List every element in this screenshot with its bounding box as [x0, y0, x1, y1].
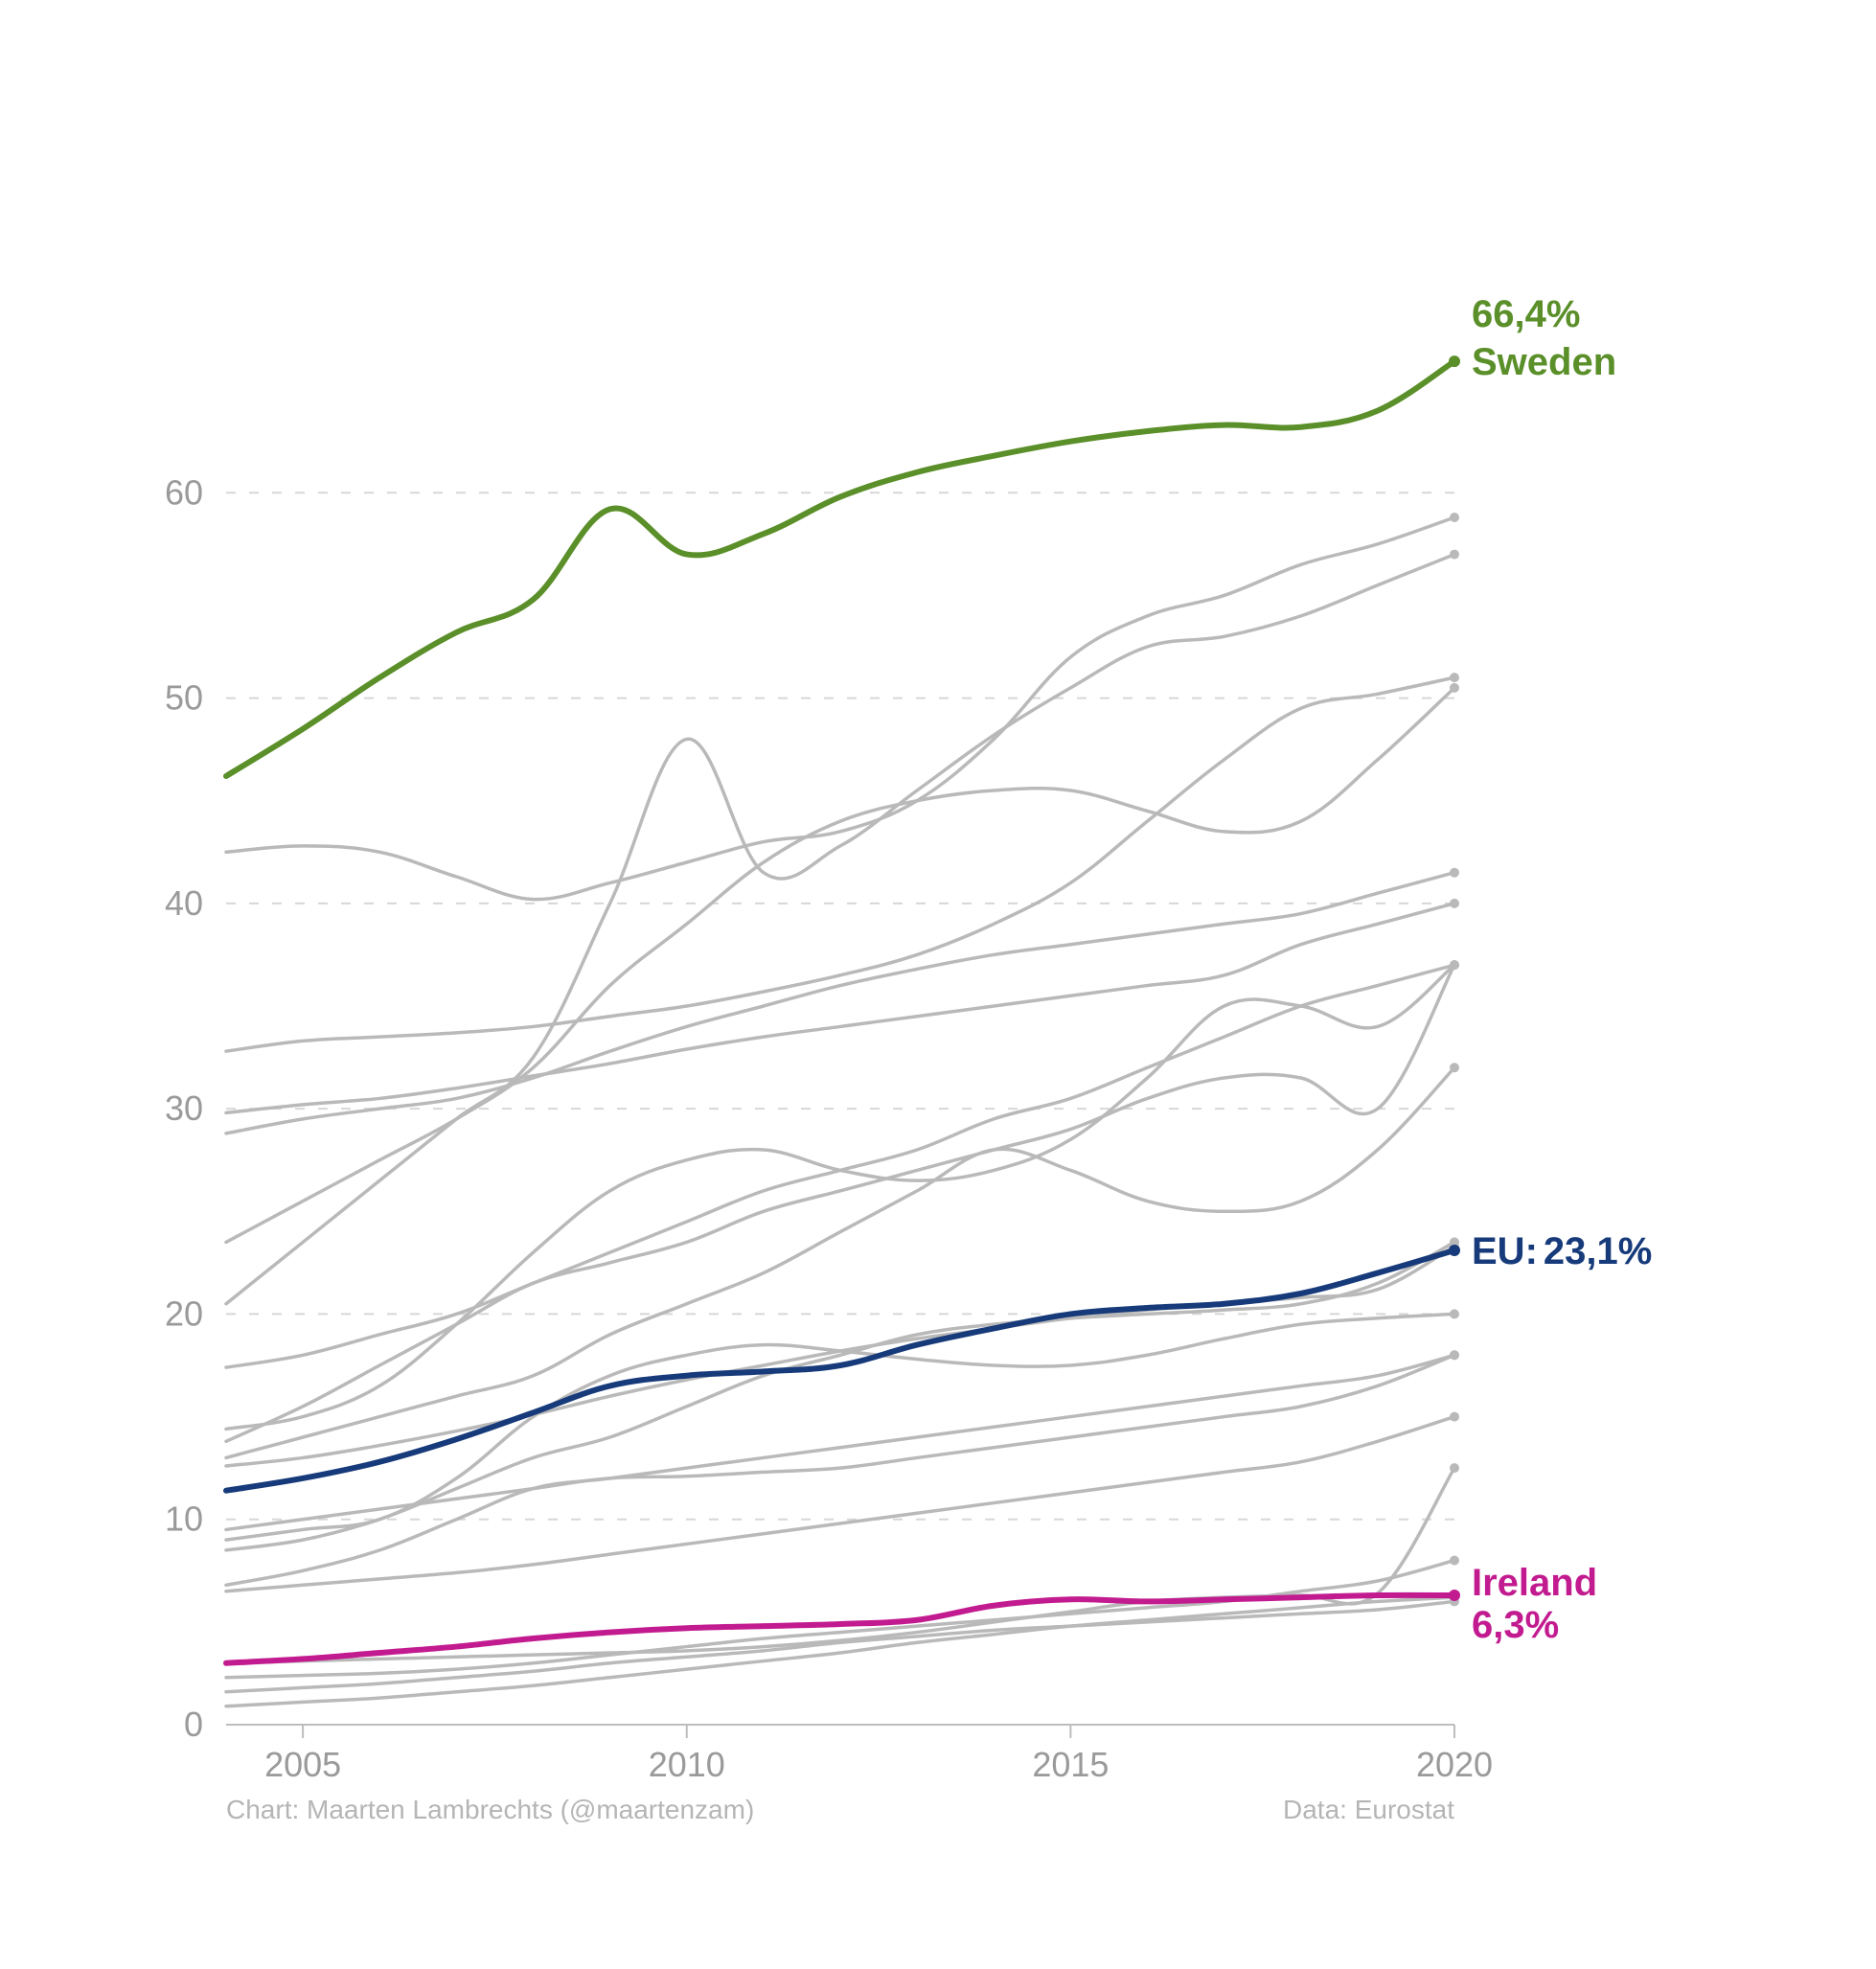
- credit-left: Chart: Maarten Lambrechts (@maartenzam): [226, 1795, 754, 1824]
- background-series-end-dot: [1450, 513, 1459, 522]
- y-tick-label: 10: [165, 1500, 203, 1539]
- background-series: [226, 1601, 1454, 1691]
- background-series-end-dot: [1450, 960, 1459, 970]
- background-series-end-dot: [1450, 1556, 1459, 1566]
- background-series-end-dot: [1450, 899, 1459, 908]
- x-tick-label: 2020: [1416, 1745, 1493, 1784]
- series-ireland-value: 6,3%: [1472, 1604, 1559, 1646]
- y-tick-label: 50: [165, 678, 203, 718]
- background-series-end-dot: [1450, 673, 1459, 682]
- series-eu-label: EU:23,1%: [1472, 1230, 1652, 1272]
- background-series: [226, 677, 1454, 1051]
- series-ireland-label: Ireland: [1472, 1562, 1597, 1604]
- y-tick-label: 40: [165, 883, 203, 923]
- background-series-end-dot: [1450, 1412, 1459, 1422]
- y-tick-label: 0: [184, 1705, 203, 1744]
- gridlines: 0 10 20 30 40 50 60: [165, 472, 1454, 1744]
- series-sweden-value: 66,4%: [1472, 293, 1580, 335]
- credit-right: Data: Eurostat: [1283, 1795, 1454, 1824]
- background-series-end-dot: [1450, 868, 1459, 878]
- background-series-end-dot: [1450, 1309, 1459, 1318]
- background-series-end-dot: [1450, 683, 1459, 693]
- series-sweden-label: Sweden: [1472, 341, 1616, 383]
- background-series-end-dot: [1450, 550, 1459, 560]
- y-tick-label: 30: [165, 1088, 203, 1128]
- y-tick-label: 60: [165, 472, 203, 512]
- series-ireland-end-dot: [1449, 1590, 1460, 1601]
- background-series: [226, 1355, 1454, 1585]
- series-eu-end-dot: [1449, 1245, 1460, 1256]
- background-series: [226, 1355, 1454, 1529]
- x-tick-label: 2010: [649, 1745, 725, 1784]
- x-tick-label: 2015: [1032, 1745, 1109, 1784]
- background-series: [226, 517, 1454, 900]
- background-series-end-dot: [1450, 1063, 1459, 1072]
- series-sweden-end-dot: [1449, 355, 1460, 367]
- background-series-end-dot: [1450, 1463, 1459, 1473]
- line-chart: 0 10 20 30 40 50 60 2005 2010 2015 2020 66,4% Sweden…: [0, 0, 1876, 1969]
- x-tick-label: 2005: [264, 1745, 341, 1784]
- background-series: [226, 904, 1454, 1113]
- background-series: [226, 1067, 1454, 1457]
- series-sweden: [226, 361, 1454, 776]
- y-tick-label: 20: [165, 1294, 203, 1333]
- background-series: [226, 688, 1454, 1243]
- series-eu: [226, 1250, 1454, 1491]
- chart-svg: 0 10 20 30 40 50 60 2005 2010 2015 2020 66,4% Sweden…: [0, 0, 1876, 1964]
- background-series-end-dot: [1450, 1350, 1459, 1360]
